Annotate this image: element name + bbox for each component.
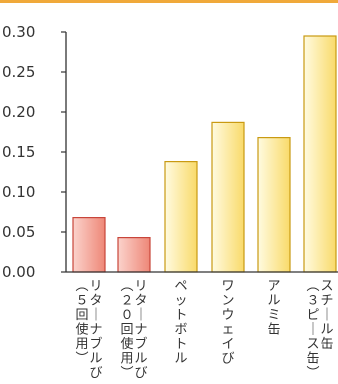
y-tick-label: 0.15 — [2, 143, 35, 161]
x-tick-label: スチ｜ル缶︵３ピ｜ス缶︶ — [306, 279, 333, 381]
x-tick-label: リタ｜ナブルび︵５回使用︶ — [75, 279, 102, 381]
bar-5 — [257, 137, 291, 273]
y-tick-label: 0.20 — [2, 103, 35, 121]
x-tick-label: リタ｜ナブルび︵２０回使用︶ — [120, 279, 147, 381]
x-axis-labels: リタ｜ナブルび︵５回使用︶ リタ｜ナブルび︵２０回使用︶ ペットボトル ワンウェイび ア… — [75, 279, 333, 381]
bar-4 — [211, 121, 245, 273]
y-tick-label: 0.00 — [2, 263, 35, 281]
y-tick-label: 0.05 — [2, 223, 35, 241]
top-rule — [0, 0, 338, 3]
y-tick-label: 0.30 — [2, 23, 35, 41]
bar-1 — [72, 217, 106, 273]
y-tick-label: 0.10 — [2, 183, 35, 201]
x-tick-label: アルミ缶 — [267, 279, 280, 338]
y-axis-ticks: 0.00 0.05 0.10 0.15 0.20 0.25 0.30 — [2, 23, 66, 281]
y-tick-label: 0.25 — [2, 63, 35, 81]
bar-2 — [117, 237, 151, 273]
x-tick-label: ワンウェイび — [221, 279, 234, 367]
bar-3 — [164, 161, 198, 273]
x-tick-label: ペットボトル — [174, 279, 187, 367]
bar-6 — [303, 35, 337, 273]
bars — [72, 35, 337, 273]
